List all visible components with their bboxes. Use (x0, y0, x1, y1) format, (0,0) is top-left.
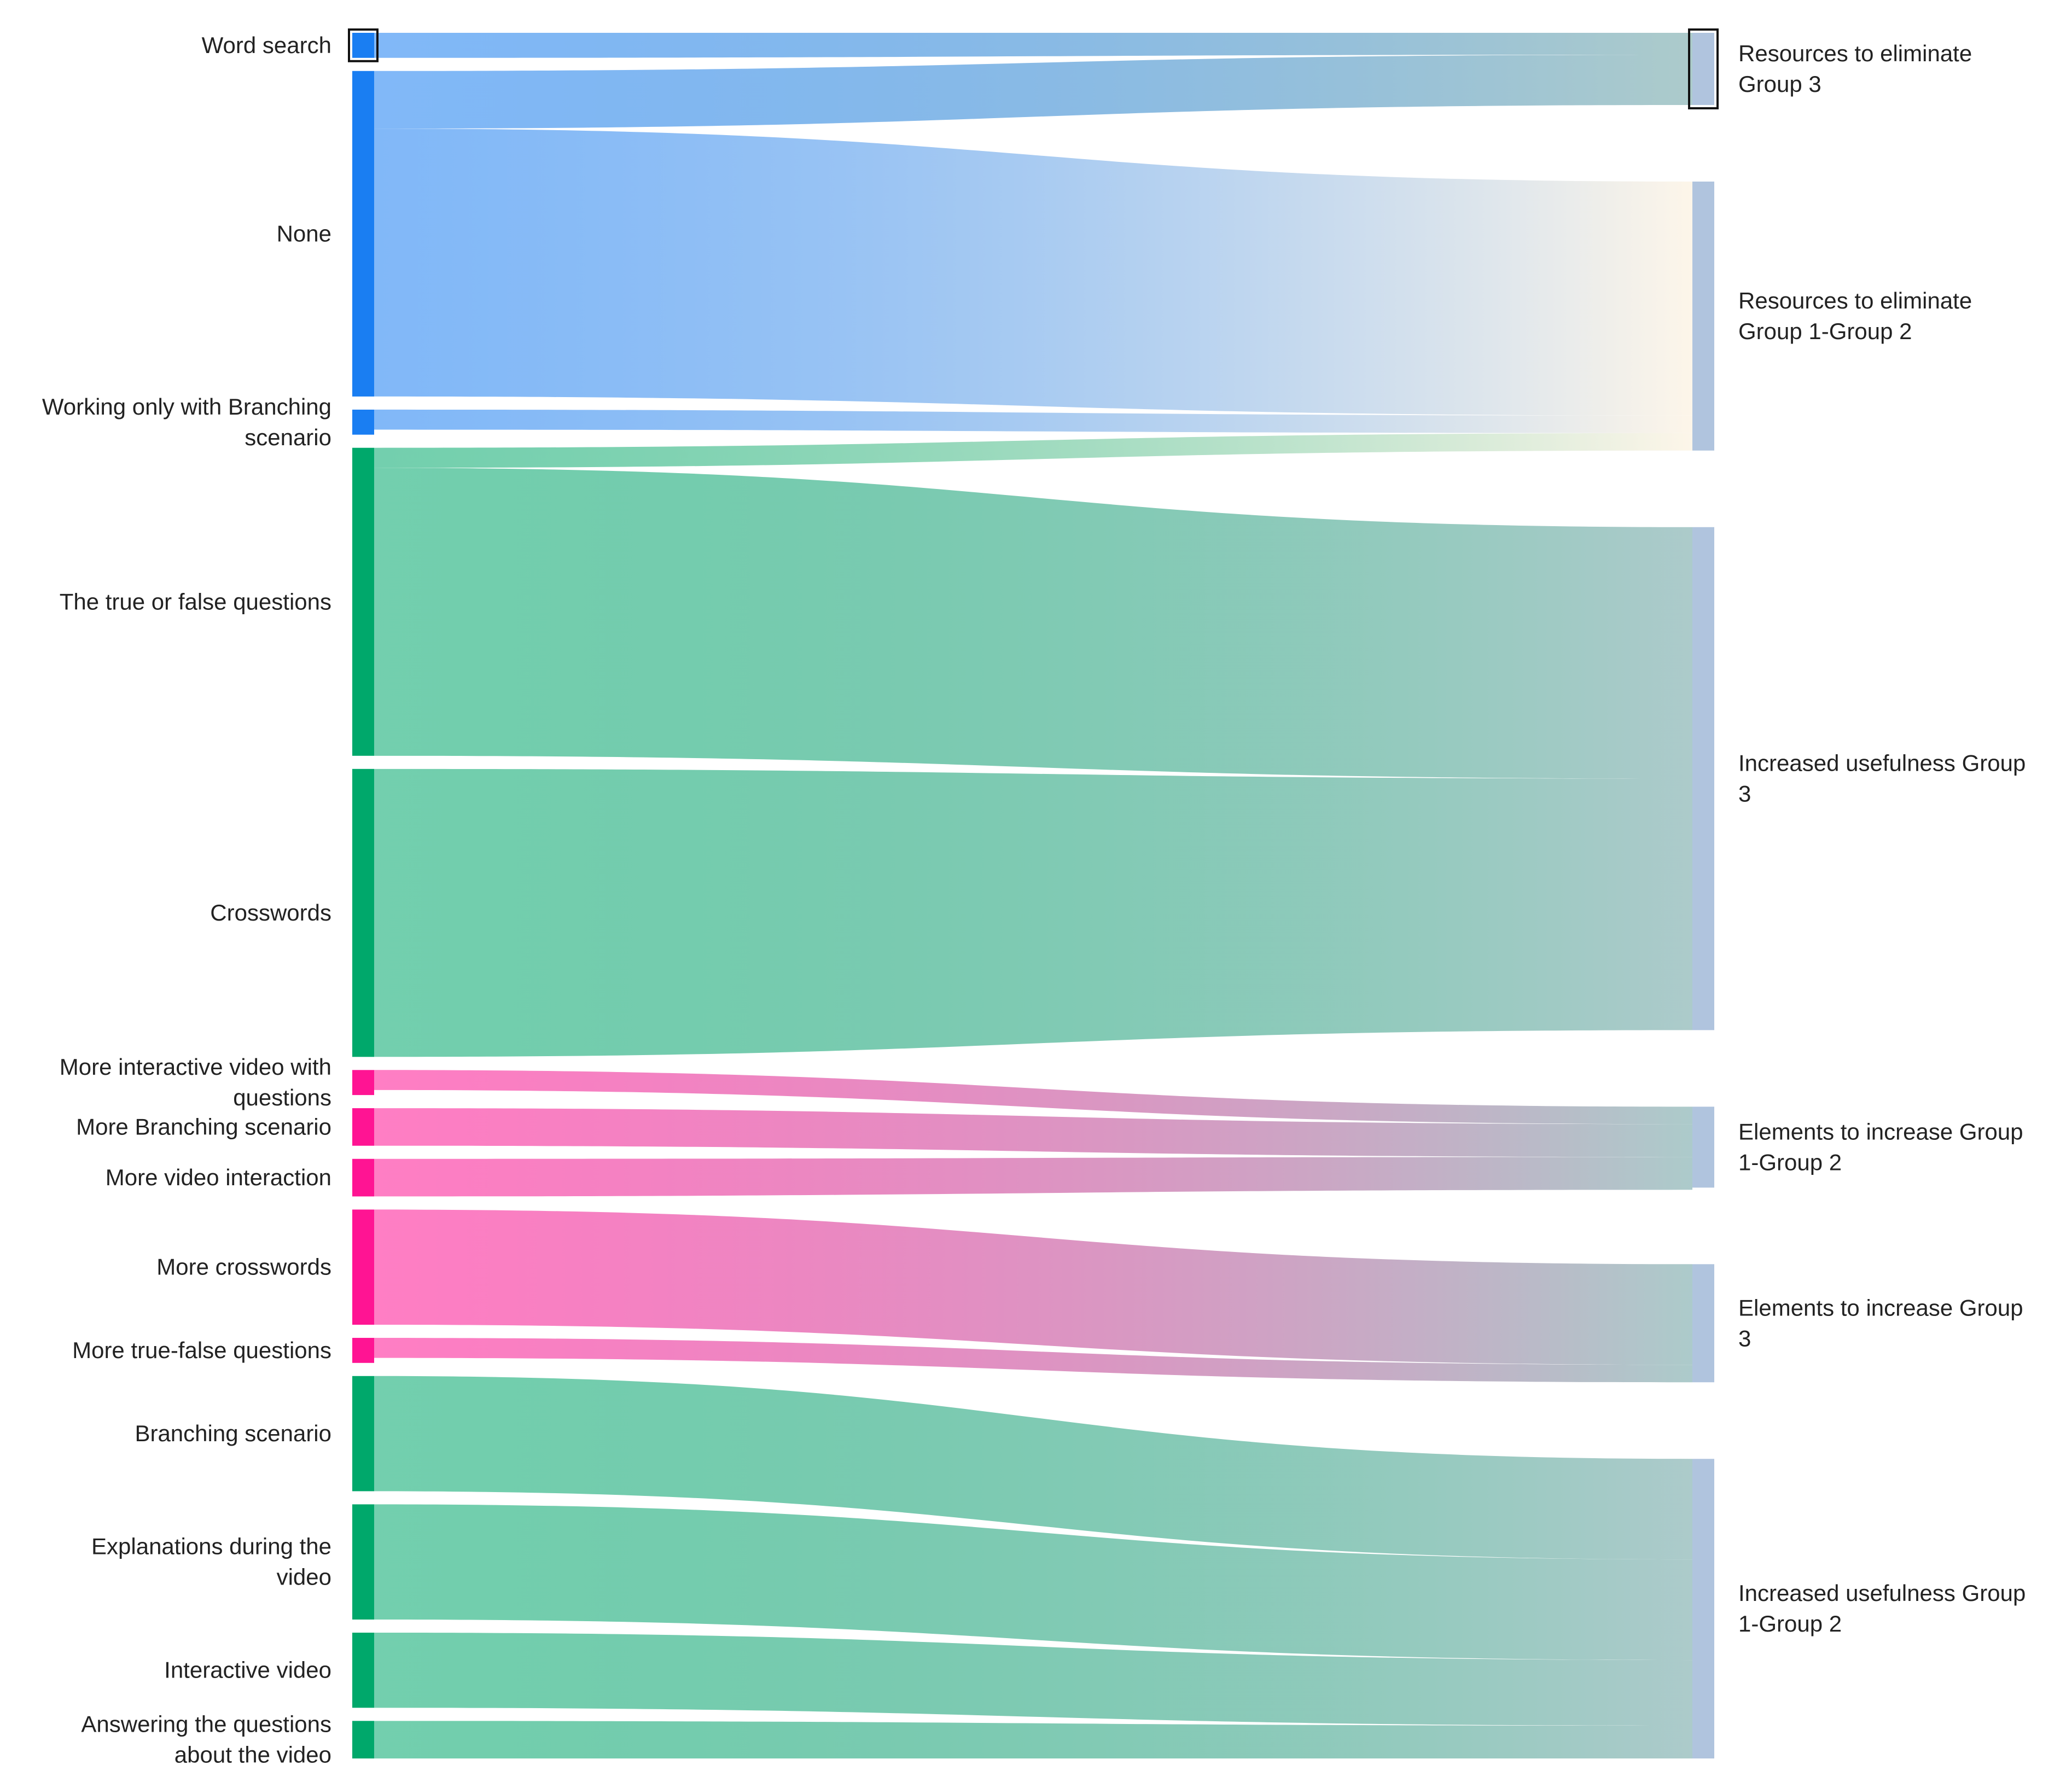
label-branching_only: Working only with Branching scenario (42, 394, 331, 450)
link-none-to-res_g3[interactable] (374, 54, 1692, 129)
link-more_branching-to-el_g12[interactable] (374, 1108, 1692, 1157)
labels-layer: Word search None Working only with Branchi… (42, 32, 2026, 1768)
link-interactive_video-to-inc_g12[interactable] (374, 1632, 1692, 1726)
selection-frame-res_g3 (1688, 28, 1719, 109)
label-word_search: Word search (202, 32, 331, 58)
target-node-res_g3[interactable] (1692, 33, 1714, 105)
source-node-crosswords[interactable] (352, 768, 374, 1057)
source-node-more_interactive_video[interactable] (352, 1070, 374, 1096)
label-res_g3: Resources to eliminate Group 3 (1738, 40, 1972, 97)
links-layer (374, 33, 1692, 1758)
label-more_video_interaction: More video interaction (106, 1164, 331, 1190)
source-node-branching_scenario[interactable] (352, 1376, 374, 1492)
target-node-el_g3[interactable] (1692, 1264, 1714, 1383)
label-inc_g3: Increased usefulness Group 3 (1738, 750, 2026, 807)
source-node-explanations_video[interactable] (352, 1504, 374, 1620)
label-more_interactive_video: More interactive video with questions (60, 1054, 331, 1110)
link-more_interactive_video-to-el_g12[interactable] (374, 1070, 1692, 1125)
label-none: None (277, 220, 331, 246)
target-node-res_g12[interactable] (1692, 181, 1714, 451)
nodes-layer (348, 28, 1719, 1758)
target-node-inc_g12[interactable] (1692, 1459, 1714, 1758)
label-el_g3: Elements to increase Group 3 (1738, 1295, 2023, 1351)
link-explanations_video-to-inc_g12[interactable] (374, 1504, 1692, 1661)
source-node-more_branching[interactable] (352, 1108, 374, 1146)
link-true_false-to-res_g12[interactable] (374, 433, 1692, 468)
selection-frame-word_search (348, 28, 379, 62)
label-inc_g12: Increased usefulness Group 1-Group 2 (1738, 1580, 2026, 1636)
source-node-interactive_video[interactable] (352, 1632, 374, 1708)
source-node-true_false[interactable] (352, 447, 374, 756)
link-none-to-res_g12[interactable] (374, 129, 1692, 416)
label-interactive_video: Interactive video (164, 1657, 331, 1683)
label-crosswords: Crosswords (210, 900, 331, 925)
target-node-el_g12[interactable] (1692, 1106, 1714, 1188)
source-node-word_search[interactable] (352, 33, 374, 58)
target-node-inc_g3[interactable] (1692, 527, 1714, 1030)
label-answering_questions: Answering the questions about the video (81, 1711, 331, 1768)
link-answering_questions-to-inc_g12[interactable] (374, 1721, 1692, 1758)
link-more_video_interaction-to-el_g12[interactable] (374, 1157, 1692, 1197)
link-branching_scenario-to-inc_g12[interactable] (374, 1376, 1692, 1560)
label-el_g12: Elements to increase Group 1-Group 2 (1738, 1119, 2023, 1175)
label-true_false: The true or false questions (60, 589, 331, 614)
source-node-more_video_interaction[interactable] (352, 1158, 374, 1197)
source-node-none[interactable] (352, 71, 374, 397)
link-word_search-to-res_g3[interactable] (374, 33, 1692, 58)
source-node-branching_only[interactable] (352, 409, 374, 435)
label-explanations_video: Explanations during the video (91, 1534, 331, 1590)
link-more_true_false-to-el_g3[interactable] (374, 1338, 1692, 1383)
source-node-more_true_false[interactable] (352, 1338, 374, 1363)
source-node-answering_questions[interactable] (352, 1721, 374, 1758)
label-more_crosswords: More crosswords (156, 1254, 331, 1280)
label-more_true_false: More true-false questions (72, 1337, 331, 1363)
label-branching_scenario: Branching scenario (135, 1420, 331, 1446)
link-more_crosswords-to-el_g3[interactable] (374, 1209, 1692, 1365)
source-node-more_crosswords[interactable] (352, 1209, 374, 1325)
label-more_branching: More Branching scenario (76, 1114, 331, 1139)
label-res_g12: Resources to eliminate Group 1-Group 2 (1738, 288, 1972, 344)
link-crosswords-to-inc_g3[interactable] (374, 768, 1692, 1057)
link-branching_only-to-res_g12[interactable] (374, 409, 1692, 433)
link-true_false-to-inc_g3[interactable] (374, 468, 1692, 779)
